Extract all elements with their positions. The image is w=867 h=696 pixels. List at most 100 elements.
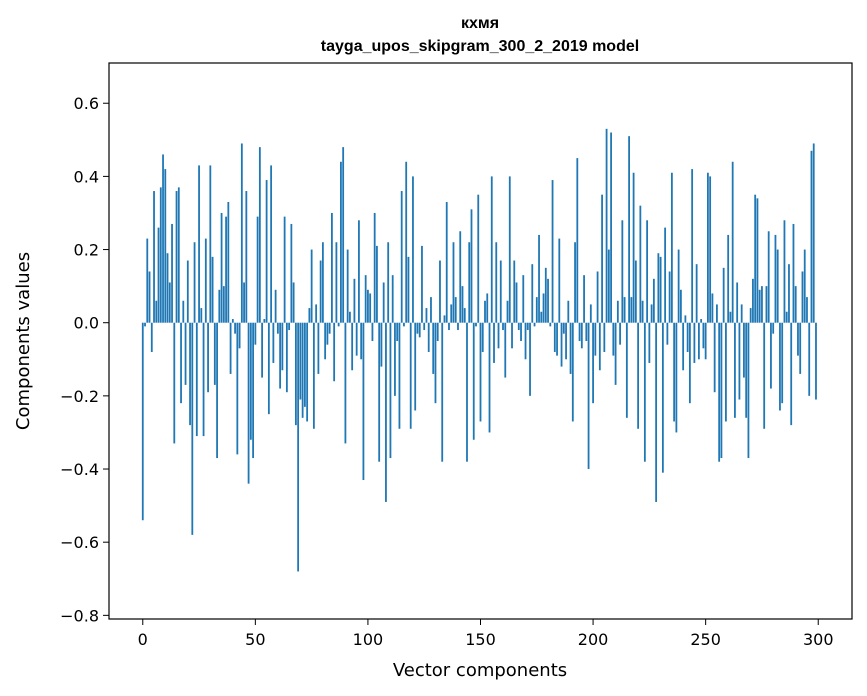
bar (504, 322, 507, 378)
bar (227, 202, 230, 323)
bar (141, 322, 144, 521)
bar (734, 322, 736, 418)
bar (540, 311, 543, 323)
y-tick-label: −0.4 (60, 460, 99, 479)
bar (621, 220, 624, 323)
bar (155, 300, 158, 323)
bar (148, 271, 151, 323)
bar (682, 322, 685, 371)
bar (261, 322, 263, 378)
bar (448, 322, 450, 331)
bar (569, 322, 572, 374)
bar (272, 322, 275, 363)
bar (747, 322, 750, 459)
bar (173, 322, 176, 444)
bar (211, 256, 214, 323)
bar (542, 293, 545, 323)
bar (670, 172, 673, 323)
bar (472, 322, 475, 440)
bar (373, 212, 376, 323)
bar (785, 311, 788, 323)
bar (326, 322, 329, 345)
bar (790, 322, 793, 426)
bar (538, 234, 540, 323)
bar (452, 242, 455, 323)
bar (441, 322, 444, 462)
bar (716, 304, 718, 323)
bar (355, 322, 358, 356)
bar (265, 180, 268, 323)
bar (362, 322, 365, 480)
bar (385, 322, 387, 502)
bar (583, 275, 585, 323)
bar (387, 242, 390, 323)
bar (421, 245, 423, 323)
bar (481, 322, 484, 352)
bar (695, 264, 698, 323)
bar (396, 322, 399, 341)
bar (610, 132, 612, 323)
bar (560, 322, 563, 367)
bar (412, 176, 414, 323)
bar (463, 308, 466, 323)
bar (418, 322, 421, 338)
bar (565, 322, 567, 360)
bar (704, 322, 707, 360)
bar (806, 297, 808, 323)
bar (477, 194, 480, 323)
bar (443, 315, 446, 323)
bar (664, 227, 667, 323)
bar (594, 322, 597, 356)
bar (628, 136, 630, 323)
bar (247, 322, 250, 484)
bar (711, 293, 714, 323)
x-tick-label: 0 (138, 630, 148, 649)
bar (517, 322, 520, 331)
bar (425, 308, 428, 323)
bar (547, 278, 549, 323)
y-tick-label: −0.2 (60, 387, 99, 406)
bar (587, 322, 590, 470)
bar (529, 322, 531, 396)
bar (810, 150, 813, 323)
bar (439, 260, 441, 323)
bar (677, 249, 680, 323)
bar (367, 289, 369, 323)
bar (508, 176, 511, 323)
bar (294, 322, 297, 426)
bar (225, 216, 227, 323)
bar (276, 322, 279, 334)
bar (556, 322, 558, 356)
bar (801, 271, 804, 323)
bar (650, 304, 653, 323)
bar (184, 322, 187, 385)
bar (479, 322, 482, 422)
bar (321, 242, 324, 323)
bar (511, 322, 513, 349)
bar (657, 253, 660, 323)
bar (605, 128, 608, 323)
bar (673, 322, 676, 422)
bar (240, 143, 243, 323)
bar (774, 234, 777, 323)
bar (281, 322, 284, 371)
bar (279, 322, 282, 389)
bar (772, 322, 775, 334)
bar (445, 202, 448, 323)
bar (371, 322, 374, 341)
bar (601, 194, 603, 323)
bar (454, 297, 457, 323)
bar (679, 289, 682, 323)
bar (461, 286, 464, 323)
bar (756, 198, 759, 323)
bar (641, 300, 644, 323)
y-tick-label: 0.4 (74, 167, 99, 186)
bar (648, 322, 651, 363)
bar (292, 282, 295, 323)
bar (301, 322, 304, 418)
bar (229, 322, 232, 374)
bar (720, 322, 723, 459)
bar (243, 282, 245, 323)
x-tick-label: 300 (803, 630, 834, 649)
